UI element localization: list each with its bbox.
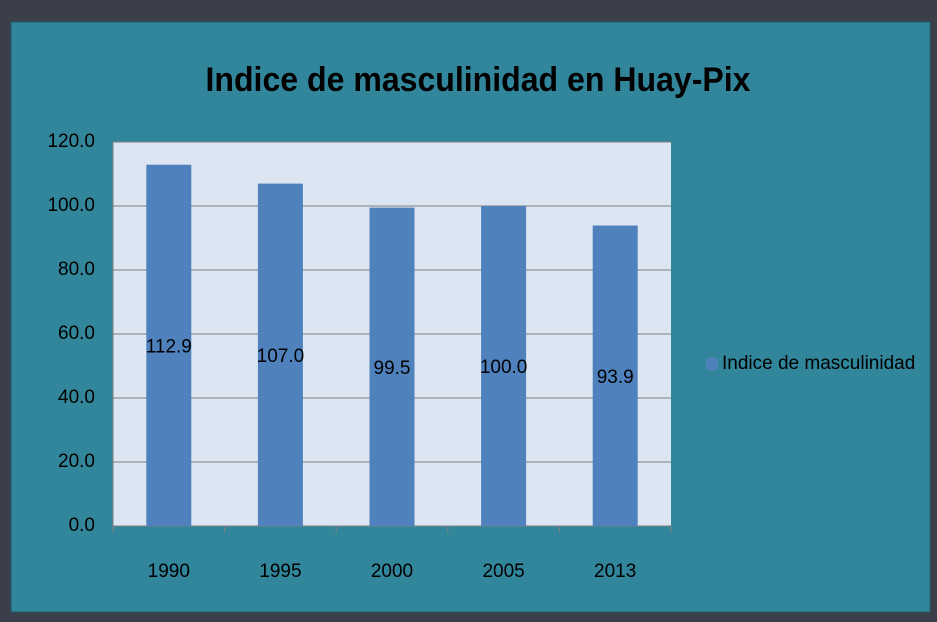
y-tick-label: 80.0: [58, 259, 95, 280]
bar: [592, 225, 638, 526]
legend-label: Indice de masculinidad: [722, 353, 915, 374]
y-tick-label: 100.0: [47, 195, 95, 216]
bar: [369, 207, 415, 526]
data-label: 93.9: [597, 367, 634, 388]
x-tick-label: 1990: [148, 561, 190, 582]
legend-swatch: [706, 358, 718, 370]
x-tick-label: 2013: [594, 561, 636, 582]
chart-title: Indice de masculinidad en Huay-Pix: [206, 61, 751, 99]
data-label: 100.0: [480, 357, 528, 378]
x-tick-label: 2005: [482, 561, 524, 582]
bar: [257, 183, 303, 526]
data-label: 99.5: [374, 358, 411, 379]
y-tick-label: 40.0: [58, 387, 95, 408]
data-label: 112.9: [146, 336, 192, 357]
x-tick-label: 2000: [371, 561, 413, 582]
y-tick-label: 0.0: [69, 515, 95, 536]
y-tick-label: 60.0: [58, 323, 95, 344]
x-tick-label: 1995: [259, 561, 301, 582]
y-tick-label: 20.0: [58, 451, 95, 472]
data-label: 107.0: [257, 346, 305, 367]
bar: [481, 206, 527, 526]
y-tick-label: 120.0: [47, 131, 95, 152]
bar: [146, 164, 192, 526]
